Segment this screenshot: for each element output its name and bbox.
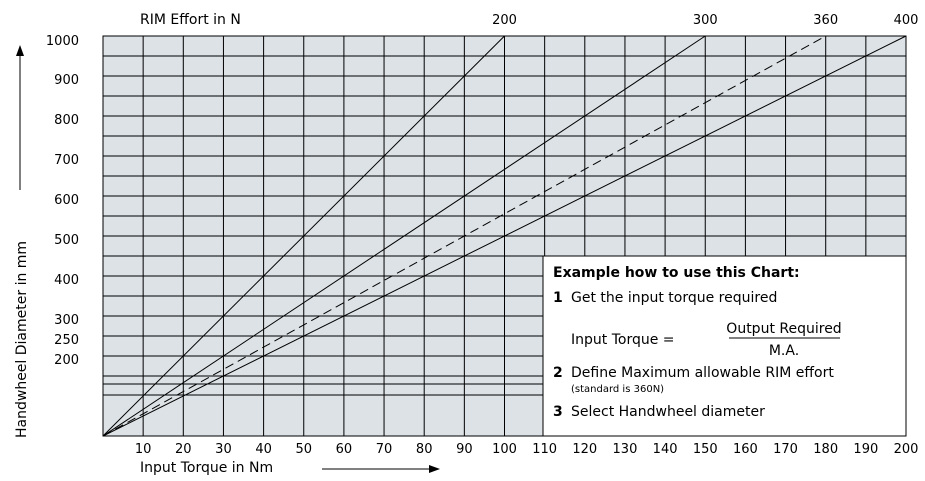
y-tick-label: 600	[54, 193, 79, 208]
x-tick-label: 140	[653, 442, 678, 457]
x-tick-label: 40	[255, 442, 272, 457]
y-tick-label: 500	[54, 233, 79, 248]
top-tick-label: 400	[894, 13, 919, 28]
x-tick-label: 70	[376, 442, 393, 457]
x-tick-label: 110	[532, 442, 557, 457]
x-tick-label: 100	[492, 442, 517, 457]
step-1-text: Get the input torque required	[571, 290, 777, 306]
y-axis-title: Handwheel Diameter in mm	[14, 241, 30, 438]
step-1-number: 1	[553, 290, 563, 306]
top-axis-title: RIM Effort in N	[140, 12, 241, 28]
x-tick-label: 10	[135, 442, 152, 457]
axis-labels: 10 20 30 40 50 60 70 80 90 100 110 120 130 140 150 160 1…	[46, 13, 919, 457]
x-tick-label: 120	[572, 442, 597, 457]
y-tick-label: 200	[54, 353, 79, 368]
x-tick-label: 60	[336, 442, 353, 457]
step-2-text: Define Maximum allowable RIM effort	[571, 365, 834, 381]
step-2-note: (standard is 360N)	[571, 384, 664, 395]
top-tick-label: 360	[813, 13, 838, 28]
x-axis-arrow-head	[429, 465, 440, 473]
example-box: Example how to use this Chart: 1 Get the…	[542, 255, 907, 437]
y-axis-arrow-head	[16, 45, 24, 56]
example-box-background	[542, 255, 907, 437]
x-tick-label: 200	[894, 442, 919, 457]
rim-effort-line-200	[102, 35, 505, 437]
x-tick-label: 160	[733, 442, 758, 457]
x-tick-label: 150	[693, 442, 718, 457]
formula-numerator: Output Required	[726, 321, 841, 337]
formula-label: Input Torque =	[571, 332, 675, 348]
x-tick-label: 170	[773, 442, 798, 457]
x-tick-label: 80	[416, 442, 433, 457]
series-lines	[102, 35, 907, 437]
x-tick-label: 180	[813, 442, 838, 457]
example-box-title: Example how to use this Chart:	[553, 265, 800, 281]
x-tick-label: 20	[175, 442, 192, 457]
y-tick-label: 700	[54, 153, 79, 168]
rim-effort-line-400	[102, 35, 907, 437]
y-tick-label: 1000	[46, 34, 79, 49]
y-tick-label: 900	[54, 73, 79, 88]
y-tick-label: 800	[54, 113, 79, 128]
rim-effort-line-300	[102, 35, 706, 437]
step-3-number: 3	[553, 404, 563, 420]
step-3-text: Select Handwheel diameter	[571, 404, 765, 420]
y-tick-label: 300	[54, 313, 79, 328]
y-tick-label: 400	[54, 273, 79, 288]
x-tick-label: 50	[295, 442, 312, 457]
x-tick-label: 190	[853, 442, 878, 457]
top-tick-label: 200	[492, 13, 517, 28]
x-tick-label: 130	[613, 442, 638, 457]
rim-effort-line-360	[102, 35, 826, 437]
y-tick-label: 250	[54, 333, 79, 348]
x-tick-label: 90	[456, 442, 473, 457]
top-tick-label: 300	[693, 13, 718, 28]
x-axis-title: Input Torque in Nm	[140, 460, 273, 476]
x-tick-label: 30	[215, 442, 232, 457]
step-2-number: 2	[553, 365, 563, 381]
formula-denominator: M.A.	[769, 343, 799, 359]
